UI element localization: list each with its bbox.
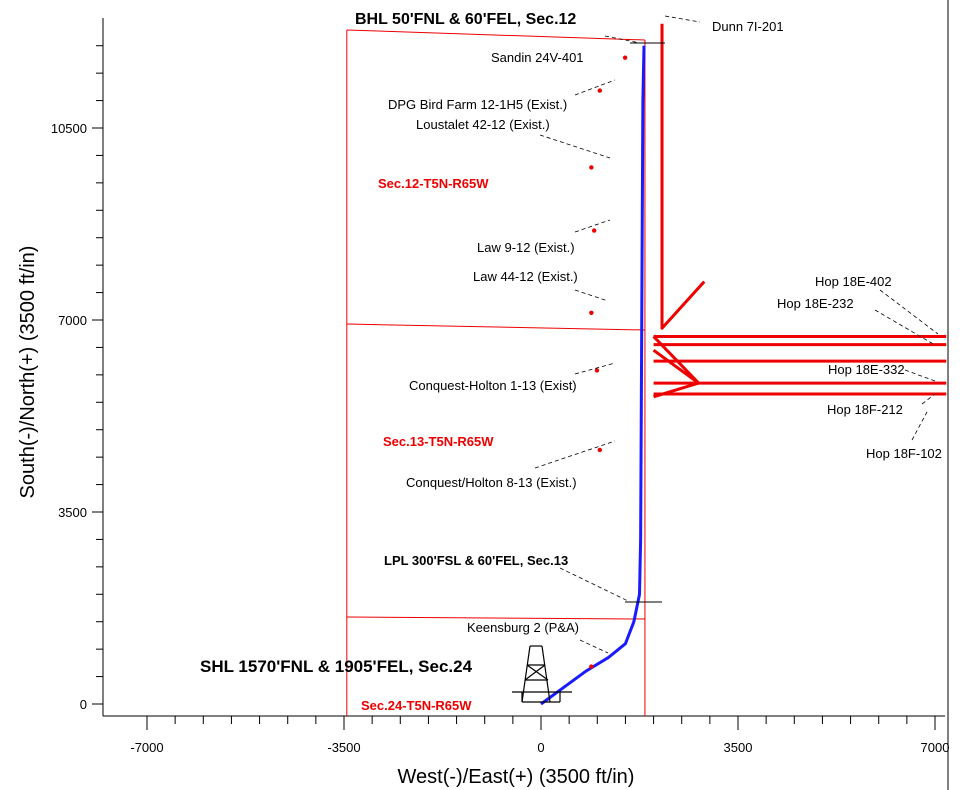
x-tick-label: 3500 [724,740,753,755]
conquest-holton-8-13-label: Conquest/Holton 8-13 (Exist.) [406,475,577,490]
shl-annotation: SHL 1570'FNL & 1905'FEL, Sec.24 [200,657,473,676]
offset-well-path [660,23,706,330]
loustalet-label: Loustalet 42-12 (Exist.) [416,117,550,132]
hop-18f-102-label: Hop 18F-102 [866,446,942,461]
law-9-12-label: Law 9-12 (Exist.) [477,240,575,255]
offset-wells [652,23,947,399]
y-tick-label: 10500 [51,121,87,136]
well-marker-dot [594,368,600,373]
y-tick-label: 7000 [58,313,87,328]
x-axis-title: West(-)/East(+) (3500 ft/in) [398,766,635,788]
x-tick-label: 0 [537,740,544,755]
dunn-label: Dunn 7I-201 [712,19,784,34]
sec24-label: Sec.24-T5N-R65W [361,698,472,713]
well-markers [589,55,628,669]
y-tick-label: 3500 [58,505,87,520]
bhl-annotation: BHL 50'FNL & 60'FEL, Sec.12 [355,11,576,28]
sandin-label: Sandin 24V-401 [491,50,584,65]
hop-18e-232-label: Hop 18E-232 [777,296,854,311]
section-divider-12-13 [346,323,645,331]
leader-lines [534,15,939,654]
x-tick-label: -7000 [130,740,163,755]
section-top-line [346,29,645,41]
well-marker-dot [597,88,602,93]
well-marker-dot [589,165,594,170]
well-marker-dot [622,55,628,60]
x-tick-label: 7000 [921,740,950,755]
hop-18f-212-label: Hop 18F-212 [827,402,903,417]
sec12-label: Sec.12-T5N-R65W [378,176,489,191]
hop-18e-402-label: Hop 18E-402 [815,274,892,289]
well-marker-dot [589,310,594,315]
well-marker-dot [591,228,597,233]
x-tick-labels: -7000 -3500 0 3500 7000 [130,740,949,755]
wellbore-path [540,45,646,706]
y-tick-labels: 0 3500 7000 10500 [51,121,87,712]
x-tick-label: -3500 [327,740,360,755]
section-divider-13-24 [346,616,645,620]
sec13-label: Sec.13-T5N-R65W [383,434,494,449]
section-lines [346,29,646,716]
conquest-holton-1-13-label: Conquest-Holton 1-13 (Exist) [409,378,577,393]
dpg-bird-farm-label: DPG Bird Farm 12-1H5 (Exist.) [388,97,567,112]
offset-well-path [653,381,700,399]
law-44-12-label: Law 44-12 (Exist.) [473,269,578,284]
derrick-icon [512,645,572,703]
y-axis-title: South(-)/North(+) (3500 ft/in) [17,246,39,499]
hop-18e-332-label: Hop 18E-332 [828,362,905,377]
well-marker-dot [589,664,594,669]
well-marker-dot [597,447,602,453]
y-tick-label: 0 [80,697,87,712]
minor-ticks [92,45,936,730]
lpl-annotation: LPL 300'FSL & 60'FEL, Sec.13 [384,553,568,568]
keensburg-label: Keensburg 2 (P&A) [467,620,579,635]
